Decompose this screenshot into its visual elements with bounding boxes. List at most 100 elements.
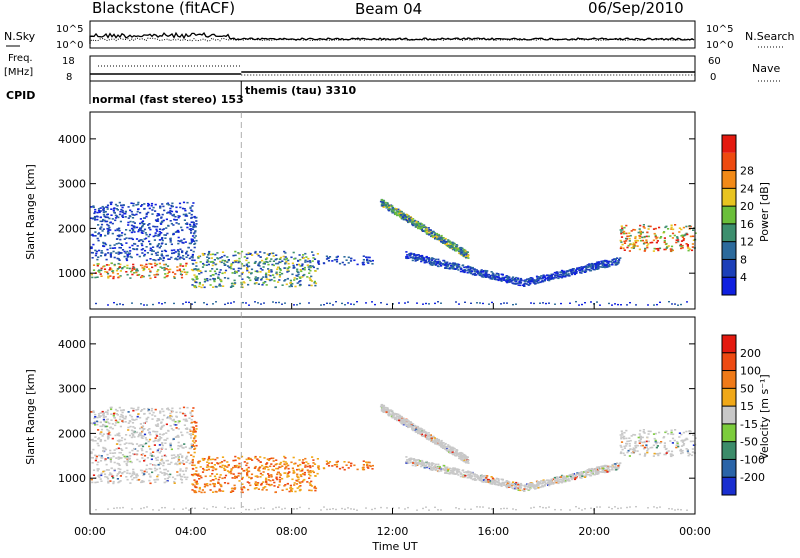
velocity-cell-1198: [236, 477, 238, 479]
power-cell-2589: [678, 231, 680, 233]
velocity-cell-292: [168, 417, 170, 419]
power-cell-2616: [622, 248, 624, 250]
velocity-cell-430: [137, 436, 139, 438]
power-cell-453: [129, 247, 131, 249]
power-cell-701: [117, 209, 119, 211]
velocity-cell-218: [107, 457, 109, 459]
power-cell-2743: [428, 303, 430, 304]
power-cell-1201: [256, 278, 258, 280]
velocity-cell-1151: [196, 483, 198, 485]
power-cell-583: [160, 258, 162, 260]
power-cell-2711: [275, 302, 277, 303]
velocity-cell-821: [242, 477, 244, 479]
velocity-cell-657: [161, 447, 163, 449]
power-cell-801: [305, 256, 307, 258]
power-cell-448: [186, 251, 188, 253]
power-cell-990: [269, 261, 271, 263]
power-cell-143: [97, 263, 99, 265]
power-cell-2774: [590, 301, 592, 302]
velocity-cell-534: [190, 448, 192, 450]
power-cell-112: [112, 272, 114, 274]
velocity-cell-935: [312, 470, 314, 472]
power-cell-557: [113, 251, 115, 253]
power-cell-2118: [438, 266, 440, 268]
power-cell-2795: [686, 301, 688, 302]
power-cell-987: [198, 256, 200, 258]
power-cell-558: [193, 233, 195, 235]
power-cell-2263: [426, 256, 428, 258]
velocity-cell-1704: [457, 453, 459, 455]
velocity-cell-710: [142, 425, 144, 427]
velocity-cell-1184: [258, 488, 260, 490]
velocity-cell-996: [278, 466, 280, 468]
power-cell-1524: [443, 237, 445, 239]
velocity-cell-950: [243, 486, 245, 488]
power-cell-2592: [653, 228, 655, 230]
velocity-cell-842: [277, 472, 279, 474]
power-cell-1009: [301, 276, 303, 278]
freq-panel: [90, 56, 695, 81]
velocity-cell-893: [191, 474, 193, 476]
power-ylabel: Slant Range [km]: [24, 164, 37, 260]
power-cell-950: [243, 281, 245, 283]
power-cell-328: [128, 217, 130, 219]
power-cell-723: [143, 217, 145, 219]
velocity-cell-648: [140, 432, 142, 434]
power-cell-2777: [599, 304, 601, 305]
power-cell-547: [132, 205, 134, 207]
velocity-cell-659: [95, 460, 97, 462]
power-cell-2453: [456, 263, 458, 265]
power-cell-1706: [449, 246, 451, 248]
power-cell-2645: [633, 246, 635, 248]
nsearch-tick-top: 10^5: [706, 24, 733, 35]
power-cell-1080: [222, 260, 224, 262]
velocity-cell-231: [98, 455, 100, 457]
velocity-cell-439: [195, 445, 197, 447]
velocity-cell-1671: [394, 417, 396, 419]
velocity-cell-750: [186, 420, 188, 422]
power-cell-984: [281, 260, 283, 262]
power-cell-689: [189, 224, 191, 226]
velocity-cell-367: [114, 452, 116, 454]
velocity-cell-674: [96, 456, 98, 458]
velocity-cell-2002: [598, 466, 600, 468]
power-cell-2722: [329, 303, 331, 304]
power-cell-1105: [284, 252, 286, 254]
power-cell-1676: [383, 206, 385, 208]
power-cell-742: [189, 258, 191, 260]
velocity-cell-1586: [392, 416, 394, 418]
power-cell-2447: [548, 275, 550, 277]
power-cell-2715: [293, 304, 295, 305]
velocity-cell-1562: [421, 431, 423, 433]
velocity-cell-504: [147, 457, 149, 459]
power-cell-159: [136, 227, 138, 229]
velocity-cell-14: [144, 471, 146, 473]
power-cell-2686: [158, 302, 160, 303]
velocity-cell-655: [108, 423, 110, 425]
velocity-cell-1181: [270, 474, 272, 476]
power-cell-2397: [470, 267, 472, 269]
velocity-cell-1195: [196, 481, 198, 483]
velocity-cell-606: [144, 413, 146, 415]
velocity-cell-1123: [195, 487, 197, 489]
velocity-cell-1003: [298, 479, 300, 481]
power-cell-2626: [677, 239, 679, 241]
velocity-cell-879: [310, 472, 312, 474]
velocity-cell-643: [153, 412, 155, 414]
velocity-cell-94: [183, 474, 185, 476]
power-cell-507: [181, 229, 183, 231]
power-cell-319: [113, 208, 115, 210]
power-cell-496: [92, 244, 94, 246]
power-cell-364: [171, 203, 173, 205]
power-cell-1248: [328, 260, 330, 262]
power-cell-2434: [566, 274, 568, 276]
velocity-cell-539: [100, 421, 102, 423]
power-cell-2339: [529, 278, 531, 280]
power-cell-2388: [550, 276, 552, 278]
power-cell-667: [175, 211, 177, 213]
power-cell-1217: [348, 262, 350, 264]
power-cell-1028: [282, 284, 284, 286]
power-cell-866: [293, 265, 295, 267]
power-cell-53: [186, 272, 188, 274]
power-cell-39: [146, 266, 148, 268]
